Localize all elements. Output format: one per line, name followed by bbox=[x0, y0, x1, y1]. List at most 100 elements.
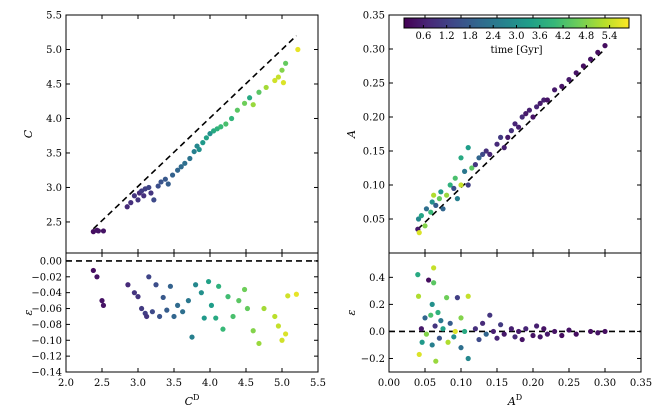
data-point bbox=[512, 334, 518, 340]
data-point bbox=[501, 145, 507, 151]
data-point bbox=[451, 185, 457, 191]
data-point bbox=[149, 309, 155, 315]
data-point bbox=[167, 283, 173, 289]
data-point bbox=[241, 286, 248, 293]
y-tick-label: −0.2 bbox=[361, 354, 385, 365]
data-point bbox=[465, 293, 471, 299]
data-point bbox=[454, 295, 460, 301]
data-point bbox=[422, 223, 428, 229]
data-point bbox=[480, 320, 486, 326]
data-point bbox=[293, 291, 299, 297]
data-point bbox=[487, 312, 493, 318]
y-tick-label: 0.4 bbox=[369, 273, 385, 284]
data-point bbox=[99, 298, 105, 304]
data-point bbox=[447, 320, 453, 326]
scatter-points bbox=[90, 267, 299, 347]
x-tick-label: 2.5 bbox=[94, 378, 110, 389]
data-point bbox=[250, 328, 256, 334]
data-point bbox=[141, 193, 147, 199]
y-tick-label: −0.10 bbox=[31, 336, 62, 347]
data-point bbox=[541, 97, 547, 103]
data-point bbox=[438, 189, 444, 195]
data-point bbox=[244, 305, 251, 312]
data-point bbox=[283, 60, 289, 66]
data-point bbox=[95, 228, 101, 234]
axes-frame bbox=[65, 14, 319, 254]
y-tick-label: 0.05 bbox=[363, 215, 385, 226]
colorbar-tick-label: 3.6 bbox=[532, 31, 548, 42]
data-point bbox=[573, 70, 579, 76]
data-point bbox=[458, 315, 464, 321]
data-point bbox=[100, 302, 107, 308]
data-point bbox=[428, 312, 434, 318]
data-point bbox=[602, 328, 608, 335]
x-tick-label: 0.15 bbox=[486, 378, 508, 389]
data-point bbox=[236, 298, 242, 304]
data-point bbox=[429, 342, 435, 348]
data-point bbox=[431, 265, 437, 271]
data-point bbox=[516, 328, 522, 335]
y-tick-label: −0.06 bbox=[31, 304, 62, 315]
x-tick-label: 3.5 bbox=[166, 378, 182, 389]
data-point bbox=[169, 172, 176, 178]
y-tick-label: −0.04 bbox=[31, 288, 62, 299]
data-point bbox=[559, 332, 565, 339]
colorbar: 0.6 1.2 1.8 2.4 3.0 3.6 4.2 4.8 5.4 time [Gyr] bbox=[403, 17, 630, 56]
data-point bbox=[566, 77, 572, 83]
data-point bbox=[530, 332, 536, 339]
data-point bbox=[487, 151, 493, 157]
y-tick-label: 0.35 bbox=[363, 11, 385, 22]
data-point bbox=[275, 74, 281, 80]
data-point bbox=[508, 128, 514, 134]
data-point bbox=[272, 77, 278, 84]
data-point bbox=[595, 49, 601, 56]
data-point bbox=[458, 182, 464, 188]
x-tick-label: 5.0 bbox=[274, 378, 290, 389]
data-point bbox=[544, 97, 551, 103]
data-point bbox=[447, 182, 453, 188]
data-point bbox=[216, 283, 222, 289]
data-point bbox=[148, 190, 154, 196]
panel-bottom-right: 0.4 0.2 0.0 −0.2 0.00 0.05 0.10 0.15 0.20 0.25 0.3… bbox=[345, 252, 652, 408]
data-point bbox=[155, 183, 161, 189]
data-point bbox=[419, 339, 425, 345]
data-point bbox=[480, 151, 486, 157]
data-point bbox=[472, 326, 478, 332]
panel-bottom-left: 0.00−0.02−0.04−0.06−0.08−0.10−0.12−0.142… bbox=[22, 252, 326, 408]
x-tick-label: 0.10 bbox=[450, 378, 472, 389]
data-point bbox=[451, 334, 457, 340]
data-point bbox=[256, 89, 262, 95]
data-point bbox=[415, 216, 422, 222]
data-point bbox=[472, 162, 478, 168]
colorbar-label: time [Gyr] bbox=[490, 45, 542, 56]
data-point bbox=[530, 114, 536, 120]
data-point bbox=[263, 84, 269, 91]
data-point bbox=[162, 176, 168, 182]
data-point bbox=[431, 192, 437, 198]
x-tick-label: 4.5 bbox=[238, 378, 254, 389]
data-point bbox=[285, 293, 291, 299]
axes-frame bbox=[388, 252, 642, 373]
data-point bbox=[462, 328, 468, 335]
x-tick-label: 0.20 bbox=[522, 378, 544, 389]
data-point bbox=[440, 326, 446, 332]
y-tick-label: 0.00 bbox=[40, 256, 62, 267]
x-tick-label: 0.30 bbox=[594, 378, 616, 389]
data-point bbox=[131, 290, 137, 296]
data-point bbox=[230, 313, 236, 320]
data-point bbox=[94, 274, 100, 280]
data-point bbox=[90, 267, 96, 274]
data-point bbox=[552, 87, 558, 93]
colorbar-tick-label: 0.6 bbox=[415, 31, 431, 42]
x-tick-label: 2.0 bbox=[58, 378, 74, 389]
reference-line bbox=[92, 35, 297, 230]
data-point bbox=[494, 141, 500, 147]
y-tick-label: −0.02 bbox=[31, 272, 62, 283]
data-point bbox=[208, 302, 215, 308]
y-tick-label: 0.20 bbox=[363, 113, 385, 124]
data-point bbox=[428, 209, 434, 215]
data-point bbox=[146, 274, 152, 280]
data-point bbox=[523, 326, 529, 332]
data-point bbox=[580, 63, 587, 69]
x-tick-label: 0.25 bbox=[558, 378, 580, 389]
